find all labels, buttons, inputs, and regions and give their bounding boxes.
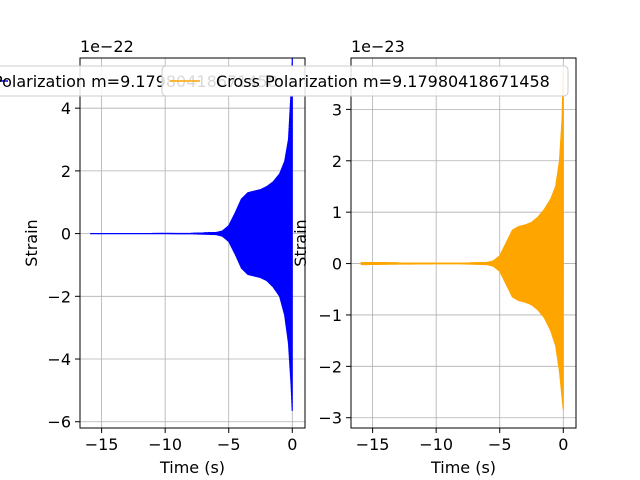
y-tick-label: 0 (61, 225, 71, 244)
x-tick-label: −5 (488, 435, 512, 454)
y-axis-label: Strain (291, 219, 310, 266)
axes-frame (350, 57, 577, 429)
x-tick-label: −15 (85, 435, 119, 454)
legend-box (161, 65, 569, 97)
x-tick-label: −5 (217, 435, 241, 454)
chart-panel-left: −15 −10 −5 0 −6 −4 −2 0 2 4 Time (s) Strain 1e−22 (22, 37, 306, 477)
y-tick-label: −4 (47, 350, 71, 369)
legend-right: Cross Polarization m=9.17980418671458 (161, 65, 569, 97)
x-tick-label: −15 (356, 435, 390, 454)
y-axis-label: Strain (22, 219, 41, 266)
series-line (360, 68, 564, 410)
y-tick-label: 1 (332, 203, 342, 222)
x-axis-label: Time (s) (430, 458, 496, 477)
y-tick-label: −2 (318, 357, 342, 376)
y-tick-label: 2 (332, 152, 342, 171)
y-tick-label: 3 (332, 100, 342, 119)
y-tick-label: −1 (318, 306, 342, 325)
y-tick-label: 4 (61, 99, 71, 118)
y-tick-label: −2 (47, 287, 71, 306)
y-tick-label: 0 (332, 255, 342, 274)
y-tick-label: −6 (47, 413, 71, 432)
y-tick-label: 2 (61, 162, 71, 181)
axis-offset-label: 1e−22 (80, 37, 134, 56)
x-axis-label: Time (s) (159, 458, 225, 477)
legend-entry-label: Cross Polarization m=9.17980418671458 (216, 72, 550, 91)
x-tick-label: −10 (148, 435, 182, 454)
axis-offset-label: 1e−23 (351, 37, 405, 56)
x-tick-label: 0 (287, 435, 297, 454)
y-tick-label: −3 (318, 409, 342, 428)
x-tick-label: −10 (419, 435, 453, 454)
series-line (89, 57, 293, 412)
axes-frame (79, 57, 306, 429)
x-tick-label: 0 (558, 435, 568, 454)
